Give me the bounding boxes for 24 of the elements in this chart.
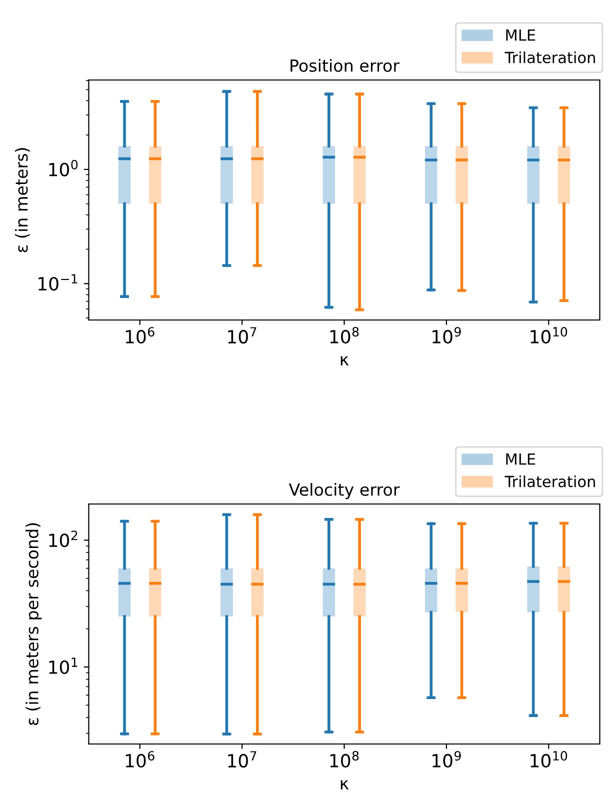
x-axis-title: κ xyxy=(340,780,349,790)
x-tick-label: 10$^{6}$ xyxy=(126,327,154,344)
x-tick-label: 10$^{9}$ xyxy=(432,327,461,344)
legend-label: Trilateration xyxy=(504,475,595,488)
y-axis-title: ε (in meters) xyxy=(14,148,30,252)
y-tick-label: 10$^{2}$ xyxy=(49,530,78,548)
legend-label: MLE xyxy=(506,30,536,41)
y-tick-label: 10$^{−1}$ xyxy=(38,274,78,291)
x-axis-title: κ xyxy=(340,356,349,366)
y-tick-label: 10$^{0}$ xyxy=(49,160,78,176)
x-tick-label: 10$^{7}$ xyxy=(228,327,256,344)
x-tick-label: 10$^{7}$ xyxy=(228,751,256,768)
x-tick-label: 10$^{9}$ xyxy=(432,751,461,768)
x-tick-label: 10$^{6}$ xyxy=(126,751,154,768)
legend-label: MLE xyxy=(506,454,536,465)
legend-label: Trilateration xyxy=(504,51,595,64)
x-tick-label: 10$^{8}$ xyxy=(330,751,359,768)
y-tick-label: 10$^{1}$ xyxy=(49,658,78,674)
chart-title: Velocity error xyxy=(288,483,400,500)
y-axis-title: ε (in meters per second) xyxy=(26,523,42,726)
x-tick-label: 10$^{8}$ xyxy=(330,327,359,344)
x-tick-label: 10$^{10}$ xyxy=(530,751,568,768)
chart-title: Position error xyxy=(290,59,400,72)
x-tick-label: 10$^{10}$ xyxy=(530,327,568,344)
